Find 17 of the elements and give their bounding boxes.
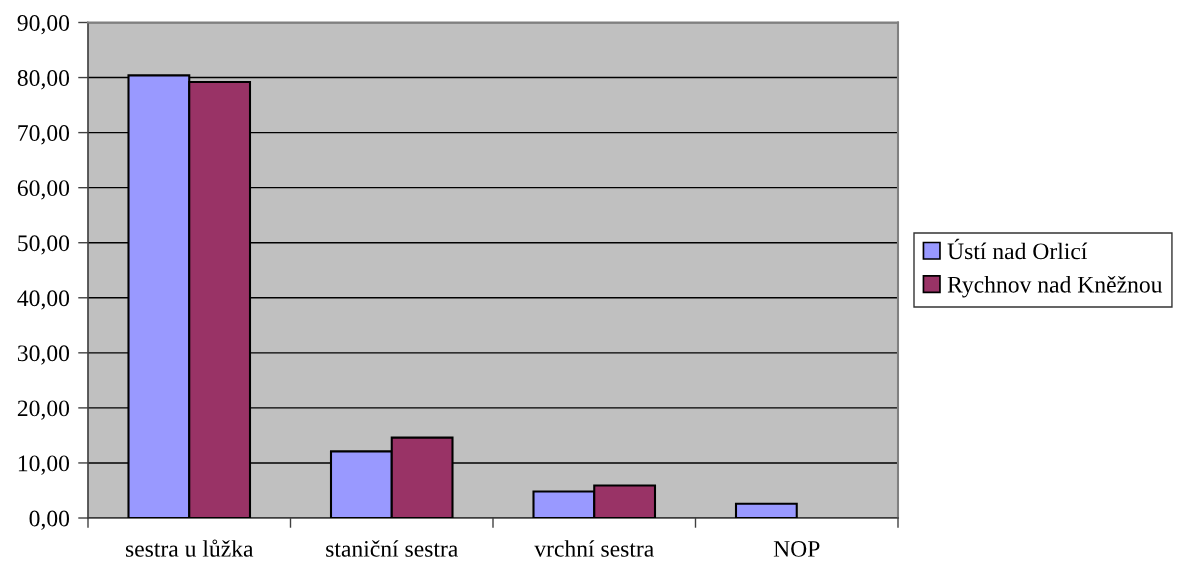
y-tick-label: 10,00 <box>18 455 70 475</box>
x-tick-label: vrchní sestra <box>534 540 654 557</box>
y-tick-label: 90,00 <box>17 14 70 35</box>
legend-label: Ústí nad Orlicí <box>947 238 1088 260</box>
y-tick-label: 50,00 <box>18 235 70 255</box>
legend-label: Rychnov nad Kněžnou <box>947 275 1163 298</box>
y-tick-label: 40,00 <box>17 290 70 310</box>
y-tick-label: 60,00 <box>17 180 70 200</box>
y-tick-label: 70,00 <box>18 125 70 145</box>
y-tick-label: 30,00 <box>17 345 70 365</box>
y-tick-label: 80,00 <box>17 70 70 90</box>
y-tick-label: 0,00 <box>29 510 70 530</box>
bar <box>734 502 798 518</box>
x-tick-label: staniční sestra <box>326 540 458 557</box>
y-tick-label: 20,00 <box>17 400 70 420</box>
x-tick-label: NOP <box>773 540 820 557</box>
x-tick-label: sestra u lůžka <box>125 539 254 557</box>
